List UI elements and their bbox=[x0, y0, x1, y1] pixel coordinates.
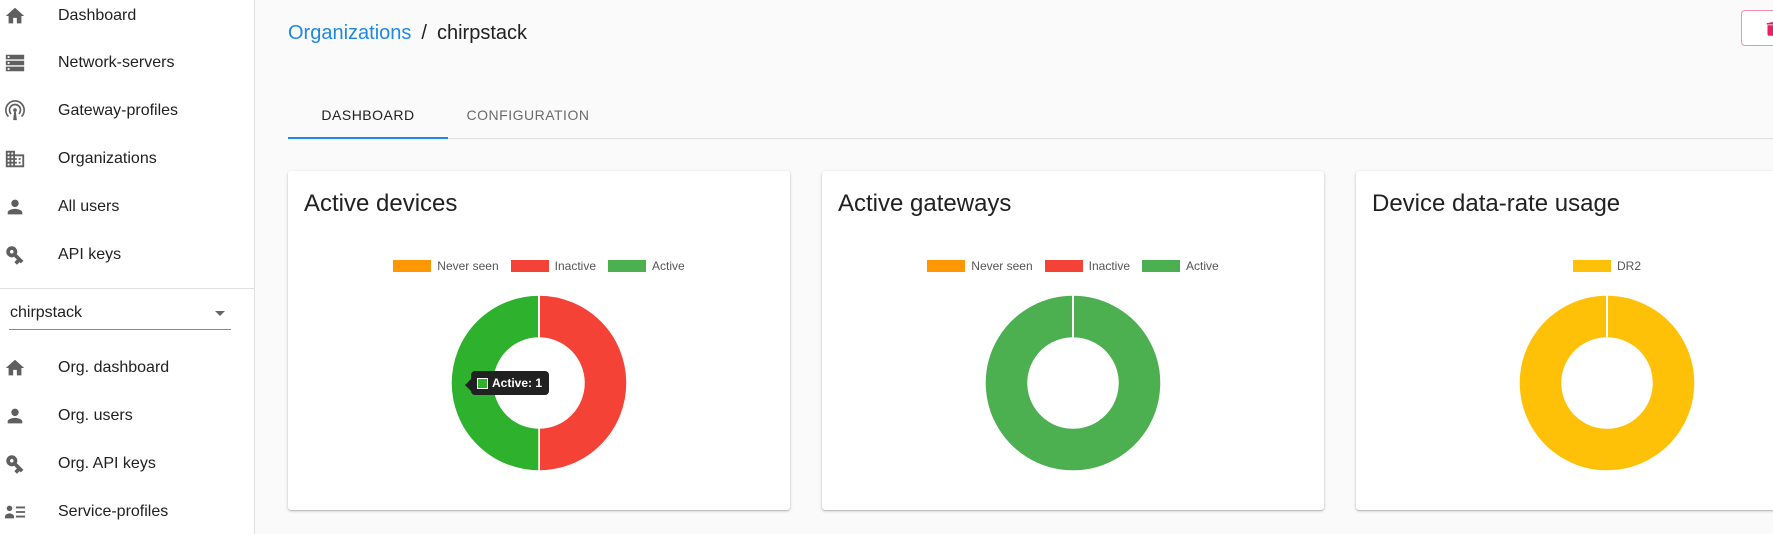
sidebar-item-org-users[interactable]: Org. users bbox=[0, 396, 254, 436]
tab-dashboard[interactable]: DASHBOARD bbox=[321, 107, 415, 123]
legend-label: Active bbox=[1186, 259, 1219, 273]
donut-slice-active[interactable] bbox=[450, 294, 540, 472]
chevron-down-icon bbox=[215, 311, 225, 316]
sidebar-item-label: Gateway-profiles bbox=[58, 102, 179, 119]
organization-select-value: chirpstack bbox=[10, 304, 83, 321]
user-icon bbox=[7, 199, 23, 215]
donut-slice-active[interactable] bbox=[984, 294, 1162, 472]
sidebar-divider bbox=[0, 288, 254, 289]
key-icon bbox=[6, 455, 24, 474]
sidebar-item-label: Service-profiles bbox=[58, 503, 169, 520]
legend-label: Active bbox=[652, 259, 685, 273]
chart-legend: Never seen Inactive Active bbox=[288, 259, 790, 273]
legend-item-inactive[interactable]: Inactive bbox=[1044, 259, 1131, 273]
sidebar-item-label: Organizations bbox=[58, 150, 157, 167]
sidebar-item-label: Org. dashboard bbox=[58, 359, 170, 376]
sidebar-item-network-servers[interactable]: Network-servers bbox=[0, 43, 254, 83]
card-title: Active gateways bbox=[838, 190, 1012, 217]
breadcrumb-organizations-link[interactable]: Organizations bbox=[288, 22, 412, 44]
legend-item-dr2[interactable]: DR2 bbox=[1572, 259, 1641, 273]
organization-select[interactable]: chirpstack bbox=[9, 298, 231, 330]
home-icon bbox=[5, 359, 25, 376]
legend-item-never-seen[interactable]: Never seen bbox=[393, 259, 499, 273]
user-icon bbox=[7, 408, 23, 424]
donut-slice-dr2[interactable] bbox=[1518, 294, 1696, 472]
sidebar-item-gateway-profiles[interactable]: Gateway-profiles bbox=[0, 91, 254, 131]
card-title: Active devices bbox=[304, 190, 458, 217]
sidebar-item-org-api-keys[interactable]: Org. API keys bbox=[0, 444, 254, 484]
key-icon bbox=[6, 246, 24, 265]
sidebar-item-label: Network-servers bbox=[58, 54, 175, 71]
sidebar-item-dashboard[interactable]: Dashboard bbox=[0, 0, 254, 36]
card-title: Device data-rate usage bbox=[1372, 190, 1621, 217]
chart-legend: DR2 bbox=[1356, 259, 1773, 273]
breadcrumb-current: chirpstack bbox=[436, 22, 527, 44]
trash-icon bbox=[1766, 22, 1773, 36]
active-gateways-card: Active gateways Never seen Inactive Acti… bbox=[822, 171, 1324, 510]
sidebar: Dashboard Network-servers Gateway-profil… bbox=[0, 0, 255, 534]
sidebar-item-label: Dashboard bbox=[58, 7, 137, 24]
donut-slice-inactive[interactable] bbox=[538, 294, 628, 472]
active-devices-card: Active devices Never seen Inactive Activ… bbox=[288, 171, 790, 510]
legend-label: Never seen bbox=[971, 259, 1033, 273]
device-data-rate-usage-donut-chart[interactable] bbox=[1507, 283, 1707, 483]
device-data-rate-usage-card: Device data-rate usage DR2 bbox=[1356, 171, 1773, 510]
legend-item-active[interactable]: Active bbox=[1142, 259, 1219, 273]
sidebar-item-label: Org. API keys bbox=[58, 455, 156, 472]
legend-label: DR2 bbox=[1616, 259, 1641, 273]
tooltip-text: Active: 1 bbox=[492, 376, 543, 390]
sidebar-item-all-users[interactable]: All users bbox=[0, 187, 254, 227]
legend-item-active[interactable]: Active bbox=[608, 259, 685, 273]
legend-item-inactive[interactable]: Inactive bbox=[510, 259, 597, 273]
legend-item-never-seen[interactable]: Never seen bbox=[927, 259, 1033, 273]
radio-tower-icon bbox=[5, 100, 25, 121]
sidebar-item-label: Org. users bbox=[58, 407, 133, 424]
active-devices-donut-chart[interactable] bbox=[439, 283, 639, 483]
chart-legend: Never seen Inactive Active bbox=[822, 259, 1324, 273]
legend-label: Inactive bbox=[1088, 259, 1131, 273]
breadcrumb: Organizations / chirpstack bbox=[288, 22, 527, 45]
servers-icon bbox=[5, 54, 25, 72]
sidebar-item-service-profiles[interactable]: Service-profiles bbox=[0, 492, 254, 532]
sidebar-item-label: All users bbox=[58, 198, 120, 215]
active-gateways-donut-chart[interactable] bbox=[973, 283, 1173, 483]
legend-label: Inactive bbox=[554, 259, 597, 273]
active-tab-indicator bbox=[288, 137, 448, 139]
tooltip-swatch bbox=[477, 377, 488, 389]
sidebar-item-org-dashboard[interactable]: Org. dashboard bbox=[0, 348, 254, 388]
building-icon bbox=[5, 150, 25, 168]
breadcrumb-separator: / bbox=[421, 22, 427, 44]
tab-bar: DASHBOARD CONFIGURATION bbox=[288, 92, 1773, 139]
list-icon bbox=[4, 505, 26, 519]
tab-configuration[interactable]: CONFIGURATION bbox=[466, 107, 590, 123]
home-icon bbox=[5, 7, 25, 24]
sidebar-item-api-keys[interactable]: API keys bbox=[0, 235, 254, 275]
delete-organization-button[interactable] bbox=[1741, 10, 1773, 46]
legend-label: Never seen bbox=[437, 259, 499, 273]
sidebar-item-organizations[interactable]: Organizations bbox=[0, 139, 254, 179]
sidebar-item-label: API keys bbox=[58, 246, 122, 263]
chart-tooltip: Active: 1 bbox=[465, 371, 550, 395]
